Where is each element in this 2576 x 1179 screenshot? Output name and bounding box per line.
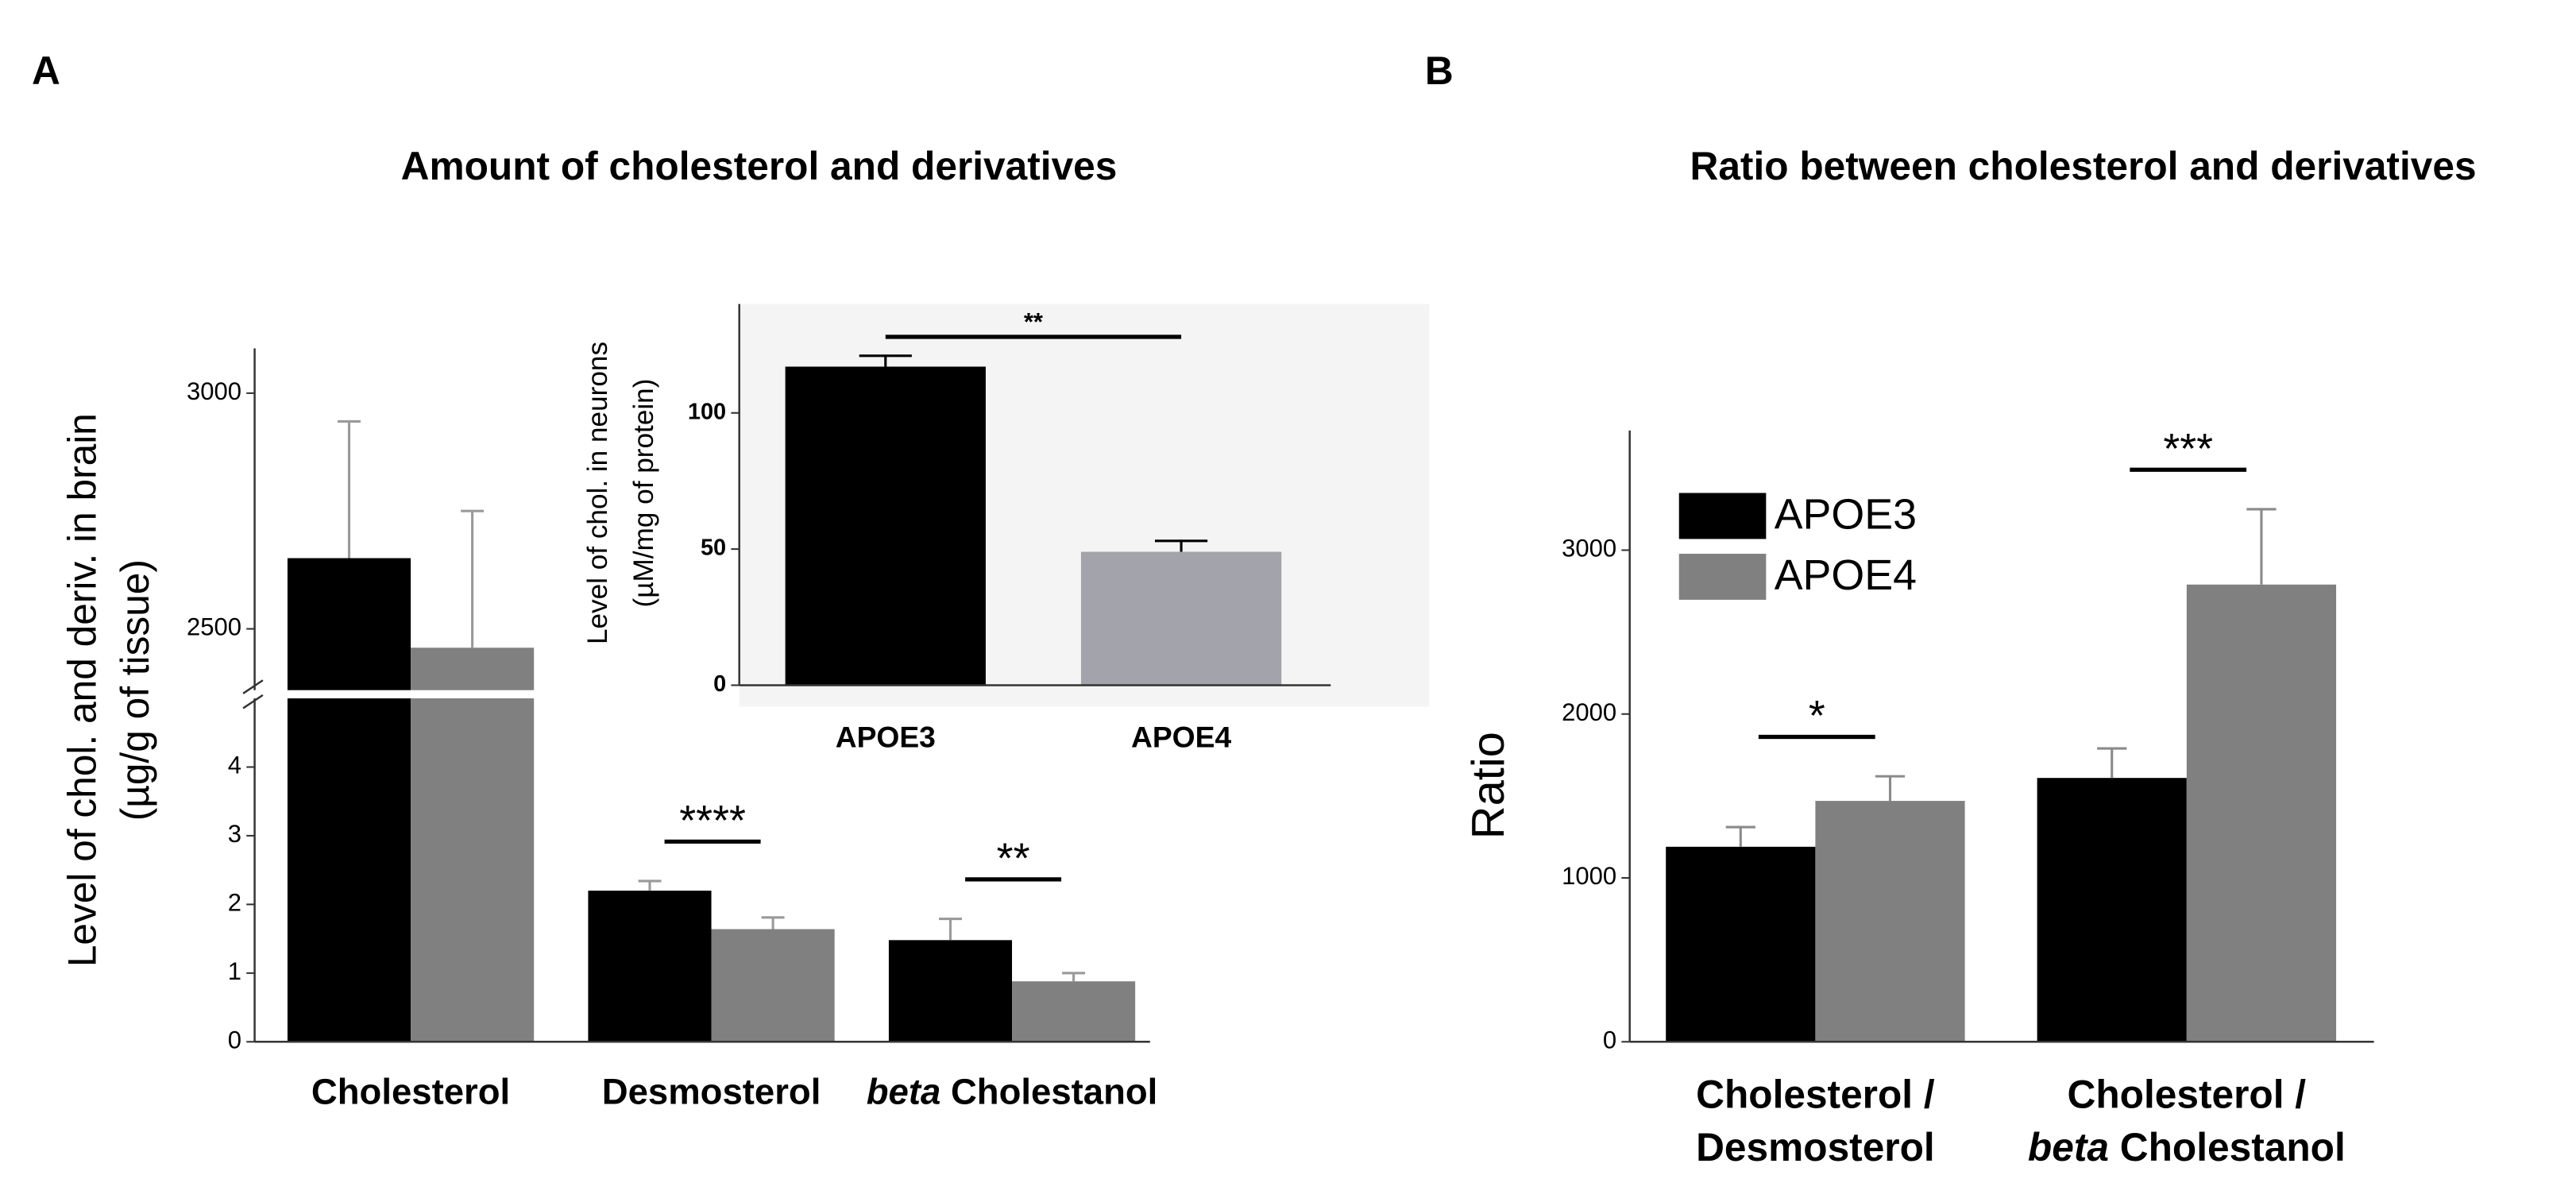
y-tick-label: 1 xyxy=(228,957,241,985)
x-tick-label-part: Desmosterol xyxy=(1696,1125,1935,1169)
y-axis-label: (µg/g of tissue) xyxy=(113,559,157,821)
x-tick-label: APOE4 xyxy=(1131,721,1231,754)
y-tick-label: 2500 xyxy=(187,613,241,641)
y-axis-label: Level of chol. in neurons xyxy=(582,342,613,644)
error-bar xyxy=(1062,972,1086,982)
panel-label: A xyxy=(32,48,60,93)
y-tick-label: 1000 xyxy=(1562,862,1616,890)
y-tick-label: 3000 xyxy=(187,377,241,405)
x-tick-label: Cholesterol / xyxy=(1696,1073,1935,1117)
axis-break-mark xyxy=(242,679,264,709)
x-tick-label: Desmosterol xyxy=(1696,1125,1935,1169)
bar xyxy=(785,366,986,686)
error-bar xyxy=(859,354,912,367)
chart-title: Amount of cholesterol and derivatives xyxy=(401,144,1118,188)
x-tick-label-part: Cholesterol / xyxy=(2068,1073,2307,1117)
error-bar xyxy=(938,917,962,941)
x-tick-label-part: Cholesterol xyxy=(311,1071,510,1111)
x-tick-label-part: Cholesterol / xyxy=(1696,1073,1935,1117)
legend-label: APOE3 xyxy=(1775,491,1917,539)
significance-label: ** xyxy=(1024,308,1044,336)
y-tick-label: 0 xyxy=(713,671,726,697)
y-axis-label: Ratio xyxy=(1463,732,1514,839)
chart-title: Ratio between cholesterol and derivative… xyxy=(1690,144,2476,188)
x-tick-label: beta Cholestanol xyxy=(867,1071,1158,1111)
error-bar xyxy=(2246,508,2277,585)
error-bar xyxy=(1725,825,1755,847)
y-tick-label: 3000 xyxy=(1562,535,1616,562)
bar xyxy=(711,929,835,1042)
x-tick-label: Cholesterol xyxy=(311,1071,510,1111)
error-bar xyxy=(1875,775,1906,802)
y-tick-label: 4 xyxy=(228,752,241,779)
bar xyxy=(1080,551,1282,686)
bar xyxy=(888,940,1013,1042)
legend-label: APOE4 xyxy=(1775,551,1917,599)
bar xyxy=(588,891,712,1042)
bar xyxy=(2037,778,2187,1042)
x-tick-label-part: Cholestanol xyxy=(940,1071,1157,1111)
error-bar xyxy=(638,879,662,891)
significance-label: ** xyxy=(997,835,1030,883)
bar xyxy=(1815,801,1965,1042)
bar xyxy=(287,558,411,1042)
significance-label: **** xyxy=(679,797,746,845)
y-axis-label: Level of chol. and deriv. in brain xyxy=(60,413,105,967)
x-tick-label-part: beta xyxy=(2028,1125,2109,1169)
legend-swatch xyxy=(1678,493,1767,539)
x-tick-label-part: Desmosterol xyxy=(602,1071,821,1111)
x-tick-label: Desmosterol xyxy=(602,1071,821,1111)
error-bar xyxy=(338,419,361,559)
y-tick-label: 0 xyxy=(228,1026,241,1053)
legend-swatch xyxy=(1678,554,1767,600)
error-bar xyxy=(461,509,485,648)
y-tick-label: 50 xyxy=(701,535,726,561)
y-tick-label: 2 xyxy=(228,889,241,917)
y-tick-label: 3 xyxy=(228,820,241,848)
x-tick-label: APOE3 xyxy=(836,721,936,754)
bar xyxy=(1012,981,1136,1042)
x-tick-label-part: beta xyxy=(867,1071,941,1111)
error-bar xyxy=(1154,539,1208,552)
error-bar xyxy=(2097,747,2127,779)
y-axis-label: (µM/mg of protein) xyxy=(628,379,659,608)
y-tick-label: 0 xyxy=(1603,1026,1616,1053)
error-bar xyxy=(761,916,785,930)
significance-label: * xyxy=(1809,692,1825,740)
y-tick-label: 2000 xyxy=(1562,698,1616,726)
x-tick-label: beta Cholestanol xyxy=(2028,1125,2346,1169)
bar xyxy=(411,647,535,1042)
bar xyxy=(1666,846,1816,1042)
significance-label: *** xyxy=(2163,425,2213,473)
bar xyxy=(2186,584,2337,1042)
y-tick-label: 100 xyxy=(688,399,726,424)
axis-break xyxy=(231,690,544,699)
panel-label: B xyxy=(1425,48,1454,93)
x-tick-label: Cholesterol / xyxy=(2068,1073,2307,1117)
x-tick-label-part: Cholestanol xyxy=(2109,1125,2346,1169)
